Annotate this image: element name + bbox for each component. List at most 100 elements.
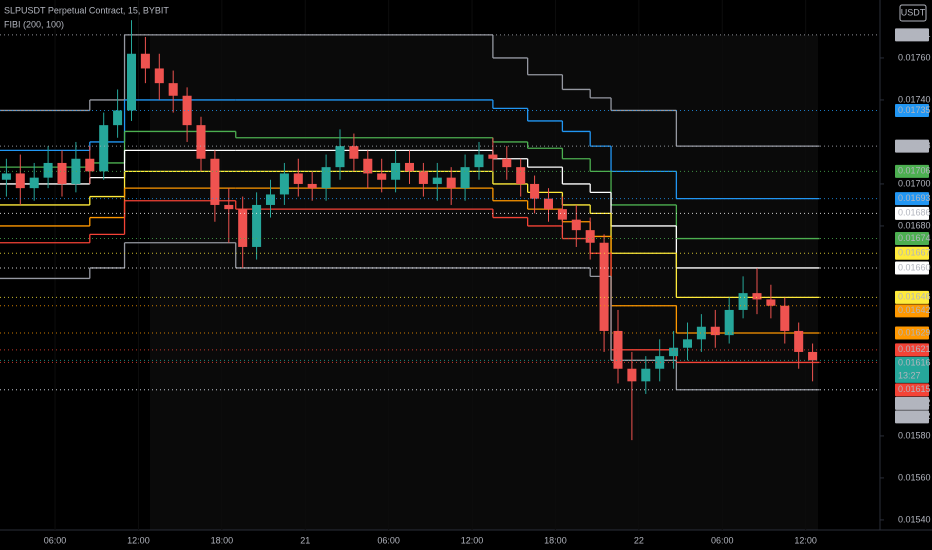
candle-body xyxy=(293,173,303,184)
price-badge xyxy=(895,343,929,357)
price-badge xyxy=(895,28,929,42)
candle-body xyxy=(627,368,637,382)
candle-body xyxy=(682,339,693,348)
candle-body xyxy=(488,154,498,159)
candle-body xyxy=(738,293,748,310)
candle-body xyxy=(391,162,401,180)
candle-body xyxy=(543,198,554,210)
price-badge xyxy=(895,206,929,220)
price-badge-label: 0.01667 xyxy=(898,248,931,258)
candle-body xyxy=(168,83,178,96)
currency[interactable]: USDT xyxy=(901,7,926,17)
price-badge-label: 0.01674 xyxy=(898,233,931,243)
chart-title: SLPUSDT Perpetual Contract, 15, BYBIT xyxy=(4,5,169,15)
price-badge-label: 0.01660 xyxy=(898,262,931,272)
y-tick-label: 0.01740 xyxy=(898,94,931,104)
candle-body xyxy=(516,167,526,184)
y-tick-label: 0.01700 xyxy=(898,178,931,188)
candle-body xyxy=(224,204,234,210)
price-badge-label: 0.01629 xyxy=(898,327,931,337)
candle-body xyxy=(29,177,39,189)
candle-body xyxy=(432,177,442,184)
price-badge-label: 0.01602 xyxy=(898,411,931,421)
candle-body xyxy=(182,95,192,126)
price-badge-label: 0.01642 xyxy=(898,305,931,315)
candle-body xyxy=(696,326,706,340)
candle-body xyxy=(140,53,150,69)
price-badge-label: 0.01621 xyxy=(898,344,931,354)
candle-body xyxy=(196,125,206,159)
currency-button[interactable] xyxy=(899,4,927,22)
candle-body xyxy=(655,356,665,369)
candle-body xyxy=(252,204,262,247)
price-badge-label: 0.01706 xyxy=(898,166,931,176)
candle-body xyxy=(808,351,818,361)
countdown: 13:27 xyxy=(898,371,921,381)
candle-body xyxy=(752,293,762,300)
candle-body xyxy=(377,173,387,180)
candle-body xyxy=(613,330,623,369)
price-badge xyxy=(895,396,929,410)
price-badge-label: 0.01602 xyxy=(898,398,931,408)
price-badge xyxy=(895,383,929,397)
price-badge xyxy=(895,139,929,153)
candle-body xyxy=(502,158,512,168)
candle-body xyxy=(530,183,540,199)
candle-body xyxy=(418,171,428,184)
x-tick-label: 06:00 xyxy=(377,535,400,545)
x-tick-label: 06:00 xyxy=(711,535,734,545)
candle-body xyxy=(710,326,720,336)
plot xyxy=(0,0,880,530)
price-badge xyxy=(895,164,929,178)
candle-body xyxy=(210,158,220,205)
price-badge xyxy=(895,192,929,206)
x-tick-label: 18:00 xyxy=(211,535,234,545)
price-badge-label: 0.01693 xyxy=(898,193,931,203)
price-badge xyxy=(895,232,929,246)
candle-body xyxy=(363,158,373,174)
price-badge-label: 0.01718 xyxy=(898,141,931,151)
candle-body xyxy=(474,154,484,168)
candle-body xyxy=(154,68,164,84)
candle-body xyxy=(321,167,331,189)
x-tick-label: 06:00 xyxy=(44,535,67,545)
price-badge xyxy=(895,304,929,318)
price-badge-label: 0.01615 xyxy=(898,384,931,394)
candle-body xyxy=(446,177,456,189)
candle-body xyxy=(307,183,317,189)
candle-body xyxy=(15,173,25,189)
candle-body xyxy=(599,242,609,331)
candle-body xyxy=(126,53,137,111)
price-badge xyxy=(895,261,929,275)
candle-body xyxy=(557,209,567,220)
candle-body xyxy=(71,158,81,184)
x-tick-label: 12:00 xyxy=(461,535,484,545)
price-badge xyxy=(895,356,929,383)
y-tick-label: 0.01580 xyxy=(898,430,931,440)
candle-body xyxy=(85,158,95,172)
x-tick-label: 12:00 xyxy=(794,535,817,545)
candle-body xyxy=(404,162,415,172)
candle-body xyxy=(1,173,11,180)
candle-body xyxy=(794,330,804,352)
price-badge xyxy=(895,103,929,117)
candle-body xyxy=(585,230,595,243)
price-badge-label: 0.01646 xyxy=(898,292,931,302)
candle-body xyxy=(724,309,734,336)
y-tick-label: 0.01540 xyxy=(898,514,931,524)
candle-body xyxy=(669,347,679,357)
price-badge xyxy=(895,410,929,424)
candle-body xyxy=(57,162,67,184)
x-tick-label: 12:00 xyxy=(127,535,150,545)
price-badge-label: 0.01735 xyxy=(898,105,931,115)
candle-body xyxy=(265,194,276,205)
candle-body xyxy=(349,146,359,159)
candle-body xyxy=(766,299,776,306)
price-badge xyxy=(895,326,929,340)
y-tick-label: 0.01560 xyxy=(898,472,931,482)
x-tick-label: 22 xyxy=(634,535,644,545)
y-tick-label: 0.01680 xyxy=(898,220,931,230)
candle-body xyxy=(335,146,345,168)
candle-body xyxy=(279,173,289,195)
